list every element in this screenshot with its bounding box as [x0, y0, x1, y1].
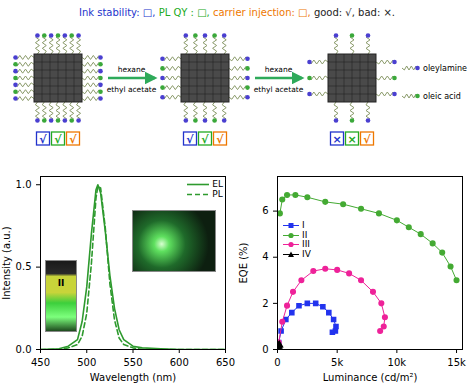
- html-text:IV: IV: [302, 248, 311, 259]
- html-text:EL: EL: [212, 179, 223, 189]
- svg-text:EQE (%): EQE (%): [238, 242, 249, 283]
- svg-text:4: 4: [262, 251, 268, 262]
- svg-text:ethyl acetate: ethyl acetate: [254, 85, 304, 94]
- svg-text:600: 600: [170, 357, 189, 368]
- svg-text:Ink stability: □, PL QY : □, c: Ink stability: □, PL QY : □, carrier inj…: [79, 7, 395, 18]
- svg-text:√: √: [186, 133, 194, 146]
- svg-text:550: 550: [123, 357, 142, 368]
- html-text:II: II: [57, 278, 65, 288]
- svg-text:×: ×: [332, 133, 341, 146]
- svg-text:6: 6: [262, 205, 268, 216]
- html-text:PL: PL: [212, 188, 223, 199]
- svg-text:√: √: [216, 133, 224, 146]
- svg-text:hexane: hexane: [118, 65, 146, 74]
- svg-text:Intensity (a.u.): Intensity (a.u.): [1, 226, 12, 299]
- html-text:I: I: [302, 220, 305, 230]
- svg-text:0.5: 0.5: [16, 261, 32, 272]
- svg-text:√: √: [39, 133, 47, 146]
- svg-text:×: ×: [347, 133, 356, 146]
- svg-text:oleylamine: oleylamine: [423, 64, 467, 73]
- svg-text:0: 0: [262, 344, 268, 355]
- svg-text:10k: 10k: [388, 357, 407, 368]
- svg-text:hexane: hexane: [265, 65, 293, 74]
- svg-text:2: 2: [262, 298, 268, 309]
- svg-text:oleic acid: oleic acid: [423, 92, 461, 101]
- svg-text:√: √: [54, 133, 62, 146]
- svg-text:Luminance (cd/m²): Luminance (cd/m²): [323, 372, 418, 383]
- svg-text:√: √: [363, 133, 371, 146]
- svg-text:Wavelength (nm): Wavelength (nm): [90, 372, 176, 383]
- svg-text:450: 450: [31, 357, 50, 368]
- svg-text:650: 650: [216, 357, 235, 368]
- svg-text:500: 500: [77, 357, 96, 368]
- svg-text:1.0: 1.0: [16, 179, 32, 190]
- svg-text:√: √: [69, 133, 77, 146]
- svg-text:0: 0: [274, 357, 280, 368]
- svg-text:5k: 5k: [331, 357, 343, 368]
- svg-text:0.0: 0.0: [16, 344, 32, 355]
- svg-text:√: √: [201, 133, 209, 146]
- svg-text:15k: 15k: [447, 357, 466, 368]
- html-text:II: II: [302, 229, 308, 240]
- html-text:III: III: [302, 239, 310, 249]
- svg-text:ethyl acetate: ethyl acetate: [107, 85, 157, 94]
